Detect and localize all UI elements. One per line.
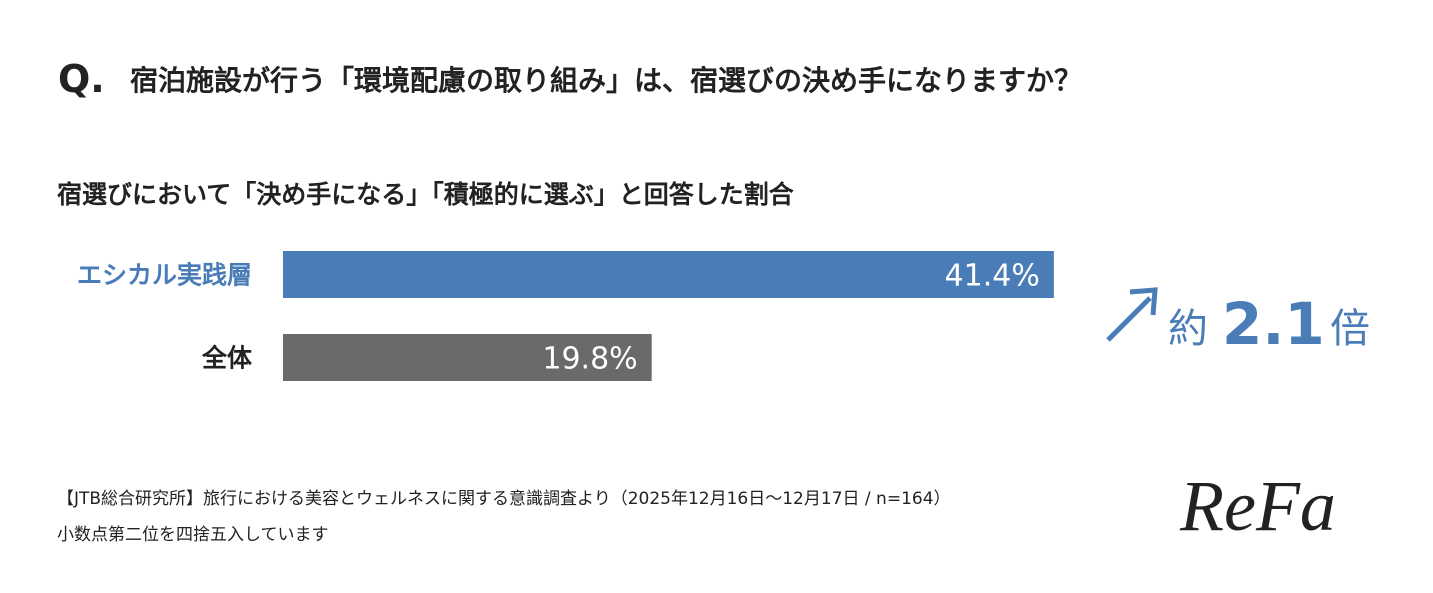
- category-label: 全体: [201, 344, 253, 373]
- source: 【JTB総合研究所】旅行における美容とウェルネスに関する意識調査より（2025年…: [57, 489, 951, 509]
- bar: [283, 334, 652, 381]
- arrow-icon: [1106, 287, 1158, 342]
- bar: [283, 251, 1054, 298]
- value-label: 19.8%: [542, 342, 637, 377]
- note: 小数点第二位を四捨五入しています: [57, 525, 329, 545]
- annotation-value: 2.1: [1222, 290, 1325, 358]
- annotation-prefix: 約: [1168, 306, 1208, 352]
- annotation-suffix: 倍: [1330, 306, 1370, 352]
- category-label: エシカル実践層: [77, 261, 252, 290]
- chart-title: 宿泊施設が行う「環境配慮の取り組み」は、宿選びの決め手になりますか？: [130, 64, 1082, 97]
- title-prefix: Q.: [58, 57, 105, 101]
- logo: ReFa: [1179, 466, 1336, 546]
- chart-subtitle: 宿選びにおいて「決め手になる」「積極的に選ぶ」と回答した割合: [57, 180, 795, 209]
- value-label: 41.4%: [945, 259, 1040, 294]
